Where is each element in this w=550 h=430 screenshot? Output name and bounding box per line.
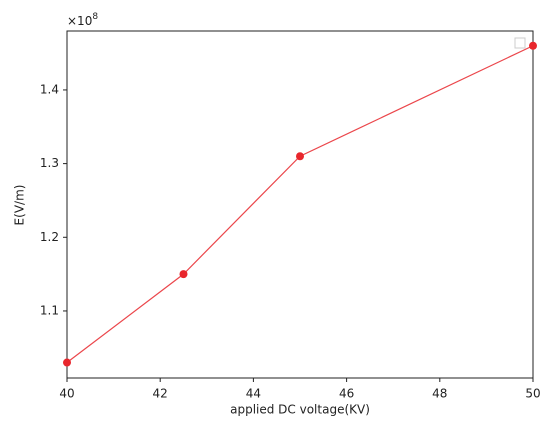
x-tick-label: 40 [59, 387, 74, 401]
x-axis-label: applied DC voltage(KV) [230, 403, 370, 417]
y-tick-label: 1.4 [40, 82, 59, 96]
marker [179, 270, 188, 279]
marker [296, 152, 304, 161]
legend-box [514, 37, 526, 49]
y-offset: ×108 [67, 12, 98, 28]
y-tick-label: 1.1 [40, 303, 59, 317]
x-tick-label: 46 [339, 387, 354, 401]
x-tick-label: 48 [432, 387, 447, 401]
marker [63, 358, 71, 367]
y-axis-label: E(V/m) [13, 185, 27, 226]
x-tick-label: 50 [525, 387, 540, 401]
x-tick-label: 44 [246, 387, 261, 401]
y-tick-label: 1.2 [40, 230, 59, 244]
y-tick-label: 1.3 [40, 156, 59, 170]
plot-frame [66, 30, 534, 379]
y-offset-base: ×10 [67, 14, 92, 28]
line [66, 45, 534, 364]
marker [529, 41, 537, 50]
y-offset-exponent: 8 [92, 12, 98, 22]
x-tick-label: 42 [153, 387, 168, 401]
